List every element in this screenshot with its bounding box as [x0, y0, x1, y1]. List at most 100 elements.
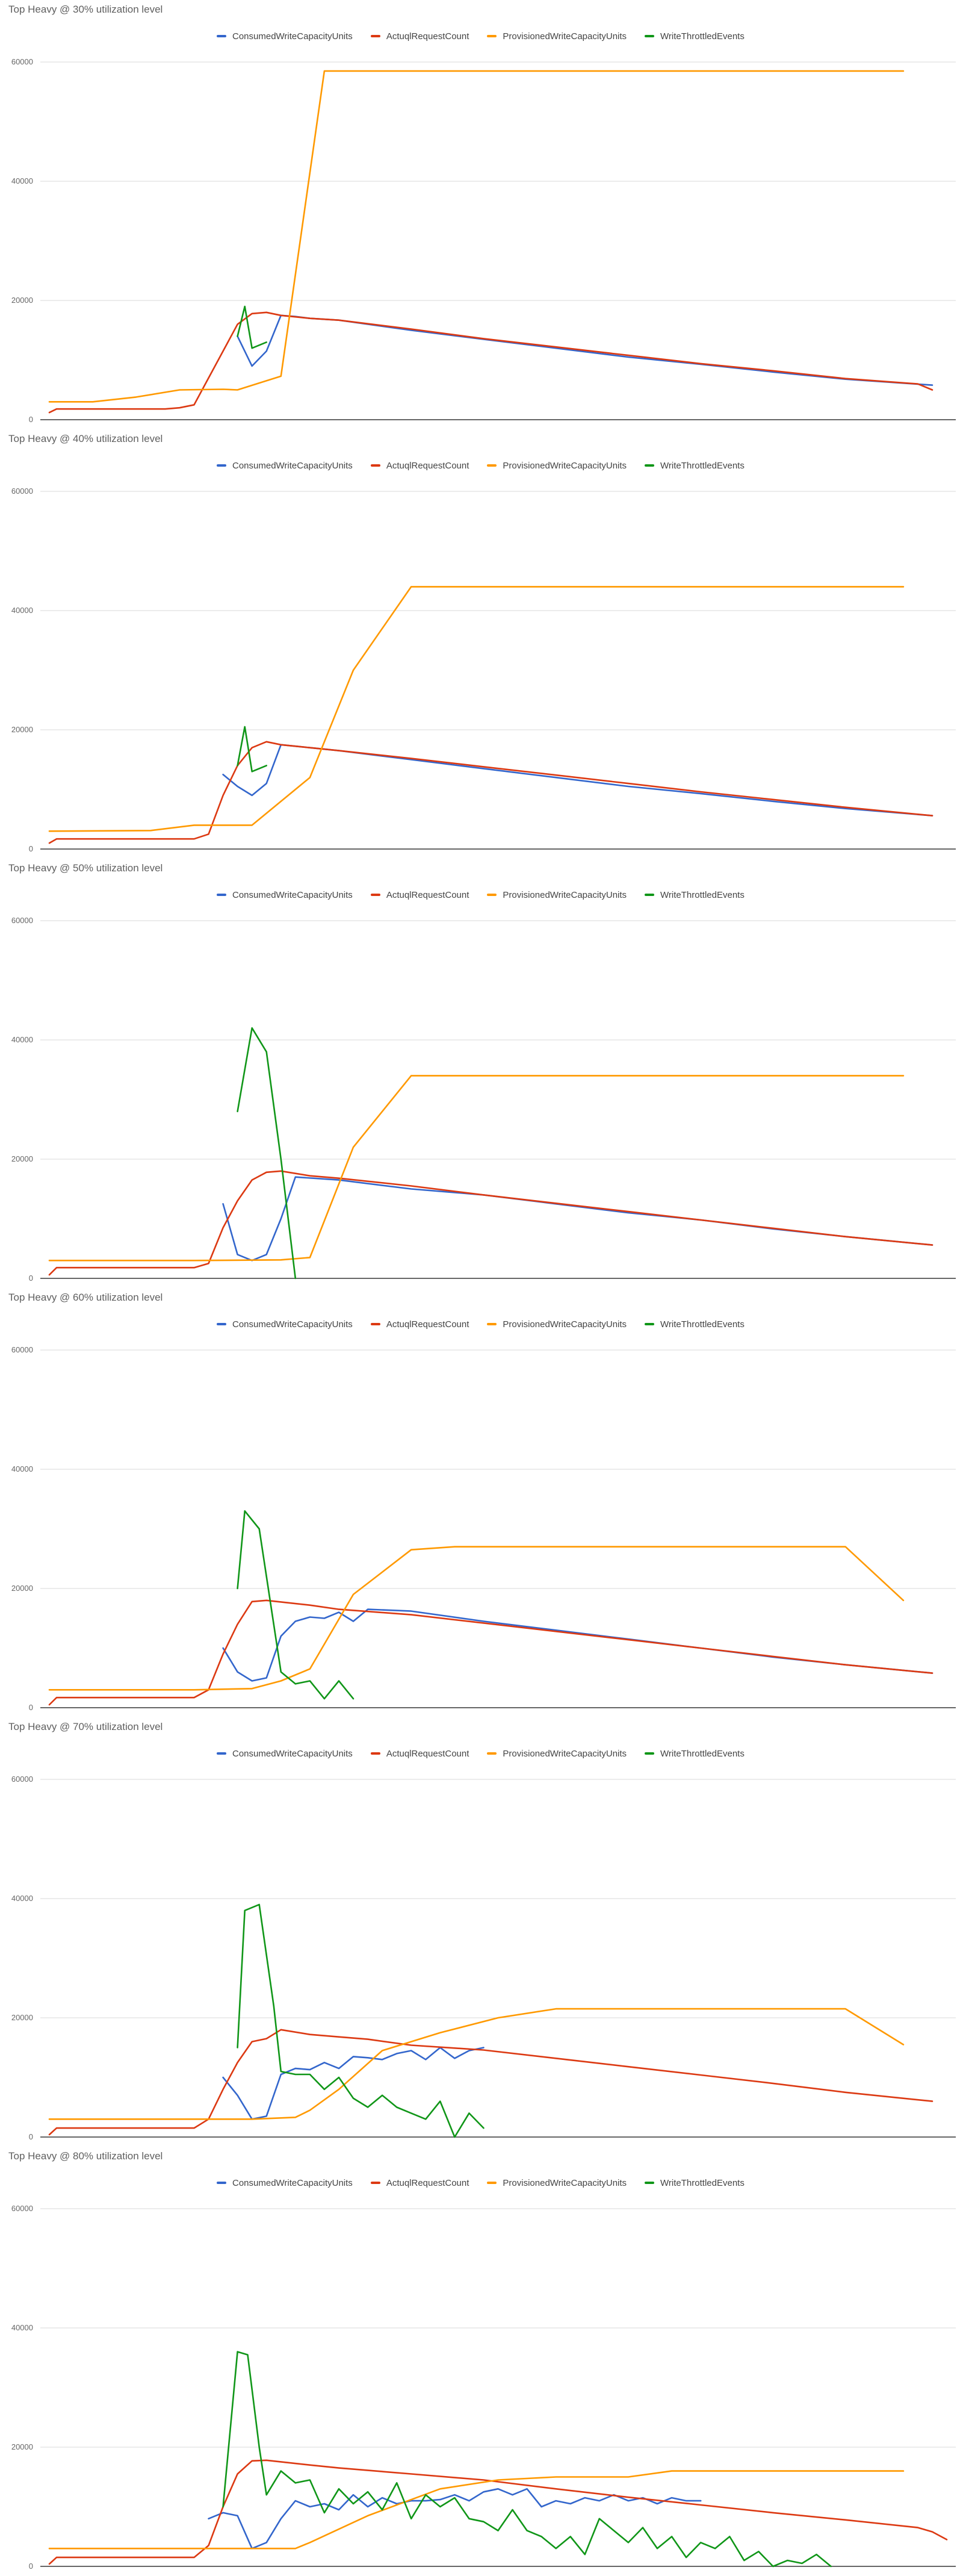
series-line-WriteThrottledEvents[interactable]: [222, 2351, 832, 2568]
legend-item[interactable]: WriteThrottledEvents: [645, 1749, 745, 1759]
legend-swatch: [487, 1323, 497, 1325]
legend-label: ConsumedWriteCapacityUnits: [232, 889, 353, 900]
chart-title: Top Heavy @ 50% utilization level: [8, 862, 163, 874]
y-tick-label: 0: [29, 2562, 33, 2571]
legend-swatch: [217, 1752, 226, 1755]
series-line-ActuqlRequestCount[interactable]: [48, 311, 934, 414]
legend-item[interactable]: ProvisionedWriteCapacityUnits: [487, 31, 627, 42]
legend-swatch: [217, 894, 226, 896]
plot-area: 0 20000 40000 60000: [11, 1775, 956, 2141]
legend-item[interactable]: ActuqlRequestCount: [370, 889, 469, 900]
series-line-ConsumedWriteCapacityUnits[interactable]: [222, 1608, 934, 1682]
y-tick-label: 40000: [11, 1035, 33, 1044]
legend-swatch: [487, 1752, 497, 1755]
plot-area: 0 20000 40000 60000: [11, 916, 956, 1283]
legend-item[interactable]: ActuqlRequestCount: [370, 1748, 469, 1759]
plot-area: 0 20000 40000 60000: [11, 2204, 956, 2571]
series-line-ConsumedWriteCapacityUnits[interactable]: [237, 314, 934, 386]
chart-legend[interactable]: ConsumedWriteCapacityUnits ActuqlRequestC…: [217, 2177, 745, 2189]
series-line-WriteThrottledEvents[interactable]: [237, 1027, 297, 1280]
legend-item[interactable]: ConsumedWriteCapacityUnits: [217, 2178, 353, 2188]
y-tick-label: 40000: [11, 1894, 33, 1903]
legend-swatch: [370, 35, 380, 37]
series-line-ProvisionedWriteCapacityUnits[interactable]: [48, 2470, 905, 2550]
legend-item[interactable]: WriteThrottledEvents: [645, 31, 745, 42]
legend-item[interactable]: ProvisionedWriteCapacityUnits: [487, 890, 627, 900]
legend-item[interactable]: ConsumedWriteCapacityUnits: [217, 1749, 353, 1759]
legend-item[interactable]: ActuqlRequestCount: [370, 2177, 469, 2188]
chart-legend[interactable]: ConsumedWriteCapacityUnits ActuqlRequestC…: [217, 30, 745, 42]
legend-item[interactable]: ProvisionedWriteCapacityUnits: [487, 1319, 627, 1330]
y-tick-label: 0: [29, 415, 33, 424]
legend-swatch: [370, 2182, 380, 2184]
series-line-WriteThrottledEvents[interactable]: [237, 1903, 485, 2138]
y-tick-label: 0: [29, 2132, 33, 2141]
series-line-ConsumedWriteCapacityUnits[interactable]: [222, 1176, 934, 1262]
legend-item[interactable]: ProvisionedWriteCapacityUnits: [487, 2178, 627, 2188]
y-tick-label: 20000: [11, 1584, 33, 1593]
series-line-ProvisionedWriteCapacityUnits[interactable]: [48, 586, 905, 832]
legend-label: ConsumedWriteCapacityUnits: [232, 1319, 353, 1330]
legend-label: ProvisionedWriteCapacityUnits: [503, 889, 627, 900]
legend-item[interactable]: ConsumedWriteCapacityUnits: [217, 890, 353, 900]
plot-area: 0 20000 40000 60000: [11, 57, 956, 424]
chart-title: Top Heavy @ 80% utilization level: [8, 2150, 163, 2162]
y-tick-label: 40000: [11, 606, 33, 615]
series-line-WriteThrottledEvents[interactable]: [237, 1510, 355, 1700]
legend-label: ConsumedWriteCapacityUnits: [232, 460, 353, 471]
series-line-ActuqlRequestCount[interactable]: [48, 2029, 934, 2136]
series-line-ProvisionedWriteCapacityUnits[interactable]: [48, 1546, 905, 1691]
legend-swatch: [645, 464, 655, 467]
series-line-ActuqlRequestCount[interactable]: [48, 1170, 934, 1276]
legend-item[interactable]: WriteThrottledEvents: [645, 461, 745, 471]
chart-legend[interactable]: ConsumedWriteCapacityUnits ActuqlRequestC…: [217, 1318, 745, 1330]
legend-item[interactable]: ProvisionedWriteCapacityUnits: [487, 461, 627, 471]
legend-item[interactable]: ActuqlRequestCount: [370, 31, 469, 42]
legend-label: ActuqlRequestCount: [386, 1748, 469, 1759]
legend-label: ActuqlRequestCount: [386, 889, 469, 900]
series-line-ProvisionedWriteCapacityUnits[interactable]: [48, 1075, 905, 1262]
series-line-ConsumedWriteCapacityUnits[interactable]: [222, 2047, 485, 2120]
legend-item[interactable]: ActuqlRequestCount: [370, 461, 469, 471]
y-tick-label: 60000: [11, 1775, 33, 1784]
legend-item[interactable]: WriteThrottledEvents: [645, 2178, 745, 2188]
chart-panel: Top Heavy @ 70% utilization level Consume…: [0, 1717, 963, 2147]
series-line-WriteThrottledEvents[interactable]: [237, 305, 268, 349]
legend-item[interactable]: ConsumedWriteCapacityUnits: [217, 31, 353, 42]
series-line-ProvisionedWriteCapacityUnits[interactable]: [48, 2008, 905, 2120]
legend-swatch: [645, 1323, 655, 1325]
chart-legend[interactable]: ConsumedWriteCapacityUnits ActuqlRequestC…: [217, 1747, 745, 1759]
y-tick-label: 60000: [11, 487, 33, 496]
series-line-ProvisionedWriteCapacityUnits[interactable]: [48, 70, 905, 403]
chart-legend[interactable]: ConsumedWriteCapacityUnits ActuqlRequestC…: [217, 889, 745, 901]
chart-title: Top Heavy @ 30% utilization level: [8, 4, 163, 15]
legend-item[interactable]: ProvisionedWriteCapacityUnits: [487, 1749, 627, 1759]
series-line-ActuqlRequestCount[interactable]: [48, 741, 934, 844]
y-tick-label: 40000: [11, 176, 33, 185]
legend-swatch: [487, 464, 497, 467]
plot-area: 0 20000 40000 60000: [11, 1345, 956, 1712]
legend-item[interactable]: ConsumedWriteCapacityUnits: [217, 461, 353, 471]
chart-legend[interactable]: ConsumedWriteCapacityUnits ActuqlRequestC…: [217, 459, 745, 471]
legend-swatch: [217, 35, 226, 37]
legend-label: WriteThrottledEvents: [660, 2177, 745, 2188]
legend-item[interactable]: WriteThrottledEvents: [645, 1319, 745, 1330]
series-line-ActuqlRequestCount[interactable]: [48, 2459, 948, 2565]
legend-item[interactable]: ActuqlRequestCount: [370, 1319, 469, 1330]
legend-item[interactable]: WriteThrottledEvents: [645, 890, 745, 900]
legend-item[interactable]: ConsumedWriteCapacityUnits: [217, 1319, 353, 1330]
legend-label: WriteThrottledEvents: [660, 31, 745, 42]
legend-label: ConsumedWriteCapacityUnits: [232, 1748, 353, 1759]
y-tick-label: 20000: [11, 296, 33, 305]
chart-panel: Top Heavy @ 50% utilization level Consume…: [0, 859, 963, 1288]
legend-label: ActuqlRequestCount: [386, 2177, 469, 2188]
series-line-WriteThrottledEvents[interactable]: [237, 726, 268, 773]
chart-title: Top Heavy @ 40% utilization level: [8, 433, 163, 444]
legend-label: WriteThrottledEvents: [660, 460, 745, 471]
legend-swatch: [217, 2182, 226, 2184]
y-tick-label: 20000: [11, 725, 33, 734]
legend-label: ProvisionedWriteCapacityUnits: [503, 1319, 627, 1330]
series-line-ActuqlRequestCount[interactable]: [48, 1599, 934, 1706]
series-line-ConsumedWriteCapacityUnits[interactable]: [222, 744, 934, 817]
